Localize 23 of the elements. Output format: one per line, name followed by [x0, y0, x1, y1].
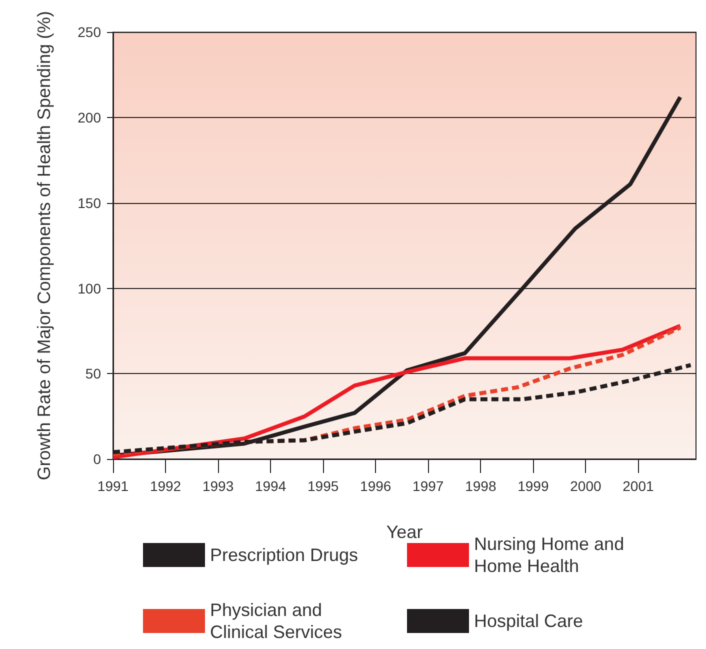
x-tick-label: 1996 — [360, 478, 392, 494]
y-axis-title: Growth Rate of Major Components of Health Spending (%) — [34, 11, 54, 480]
x-tick-label: 1999 — [518, 478, 549, 494]
x-tick-label: 1995 — [308, 478, 339, 494]
legend-label: Hospital Care — [474, 611, 584, 631]
x-tick-label: 1997 — [412, 478, 444, 494]
x-tick-label: 2000 — [570, 478, 602, 494]
y-tick-label: 100 — [78, 280, 102, 296]
y-tick-label: 50 — [85, 366, 102, 382]
x-tick-label: 2001 — [622, 478, 654, 494]
y-tick-label: 0 — [93, 451, 102, 467]
x-tick-label: 1994 — [254, 478, 286, 494]
x-tick-label: 1998 — [465, 478, 496, 494]
x-axis-title: Year — [386, 522, 423, 542]
legend-label: Nursing Home and Home Health — [474, 534, 630, 576]
legend-label: Prescription Drugs — [210, 545, 358, 565]
x-tick-label: 1991 — [97, 478, 129, 494]
y-tick-label: 150 — [78, 194, 102, 211]
x-tick-label: 1993 — [202, 478, 234, 494]
legend-label: Physician and Clinical Services — [210, 600, 342, 642]
y-tick-label: 250 — [78, 24, 102, 40]
x-tick-label: 1992 — [150, 478, 182, 494]
y-tick-label: 200 — [78, 110, 102, 126]
